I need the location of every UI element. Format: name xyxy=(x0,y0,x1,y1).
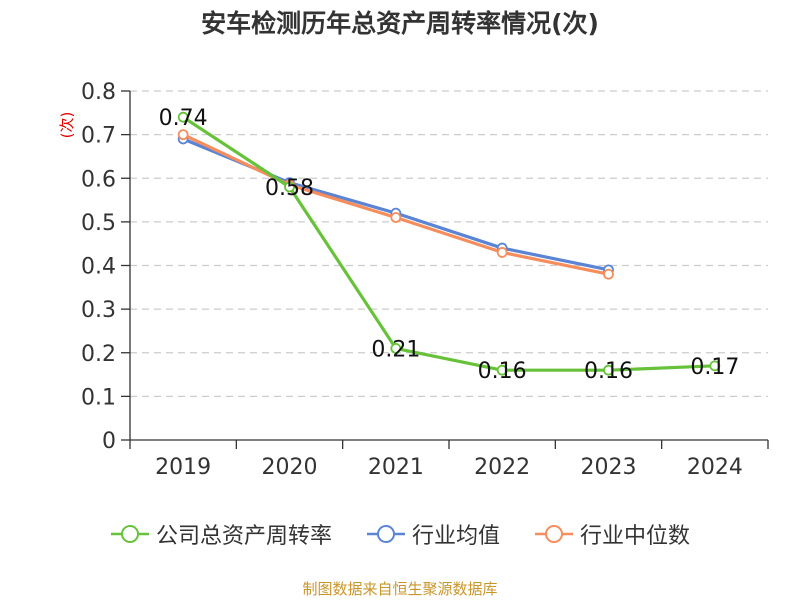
y-axis-label: (次) xyxy=(58,112,76,139)
data-label: 0.17 xyxy=(690,355,739,380)
data-label: 0.16 xyxy=(478,359,527,384)
x-tick-label: 2024 xyxy=(687,455,743,480)
y-tick-label: 0.2 xyxy=(81,342,116,367)
y-tick-label: 0.5 xyxy=(81,211,116,236)
data-point xyxy=(177,111,189,123)
data-label: 0.58 xyxy=(265,176,314,201)
data-label: 0.21 xyxy=(371,337,420,362)
legend-item: 行业均值 xyxy=(366,518,500,550)
legend-circle xyxy=(545,525,563,543)
legend-label: 行业中位数 xyxy=(580,524,691,549)
grid-lines xyxy=(130,90,768,398)
data-point xyxy=(284,181,295,193)
data-point xyxy=(177,129,189,141)
legend-item: 行业中位数 xyxy=(534,518,690,550)
legend-marker xyxy=(366,525,405,543)
legend-marker xyxy=(110,525,149,543)
data-point xyxy=(496,364,508,376)
legend-item: 公司总资产周转率 xyxy=(110,518,332,550)
x-tick-label: 2019 xyxy=(155,455,211,480)
data-label: 0.16 xyxy=(584,359,633,384)
y-tick-label: 0.1 xyxy=(81,385,116,410)
series-layer xyxy=(177,111,721,376)
data-point xyxy=(603,364,614,376)
x-tick-label: 2022 xyxy=(474,455,530,480)
x-tick-label: 2023 xyxy=(581,455,637,480)
x-tick-label: 2021 xyxy=(368,455,424,480)
axes: 0 0.1 0.2 0.3 0.4 0.5 0.6 0.7 0.8 2019 2020 2021 202… xyxy=(81,80,769,480)
data-point xyxy=(603,268,614,280)
y-tick-label: 0.8 xyxy=(81,80,116,105)
legend-marker xyxy=(535,525,573,543)
y-tick-label: 0.6 xyxy=(81,167,116,192)
series-line-0 xyxy=(182,115,715,372)
series-line-2 xyxy=(182,133,609,276)
legend-circle xyxy=(376,525,395,543)
data-point xyxy=(390,212,402,223)
y-tick-label: 0.7 xyxy=(81,124,116,149)
chart-title: 安车检测历年总资产周转率情况(次) xyxy=(201,9,599,38)
legend-label: 公司总资产周转率 xyxy=(155,524,332,549)
data-labels: 0.74 0.58 0.21 0.16 0.16 0.17 xyxy=(159,106,740,384)
source-note: 制图数据来自恒生聚源数据库 xyxy=(302,580,498,598)
y-tick-label: 0 xyxy=(102,429,116,454)
legend-circle xyxy=(120,525,139,543)
legend-label: 行业均值 xyxy=(411,524,500,549)
legend: 公司总资产周转率 行业均值 行业中位数 xyxy=(0,518,800,550)
data-label: 0.74 xyxy=(159,106,208,131)
y-tick-label: 0.4 xyxy=(81,255,116,280)
y-tick-label: 0.3 xyxy=(81,298,116,323)
data-point xyxy=(496,247,508,258)
x-tick-label: 2020 xyxy=(262,455,318,480)
data-point xyxy=(390,342,402,354)
data-point xyxy=(709,360,721,372)
